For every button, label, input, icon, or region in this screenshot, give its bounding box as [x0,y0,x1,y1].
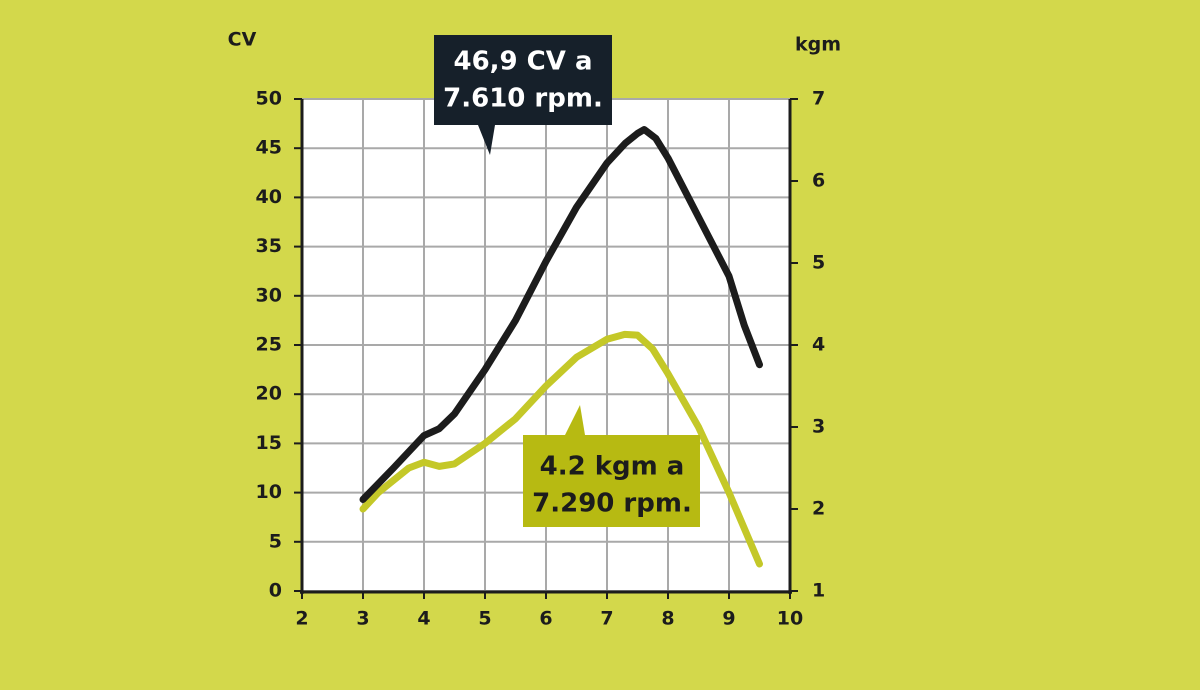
y2-tick-label: 4 [812,334,825,356]
x-tick-label: 3 [356,608,369,630]
x-tick-label: 4 [417,608,430,630]
y-tick-label: 20 [256,383,282,405]
y2-axis-label: kgm [795,34,841,56]
annotation-text: 7.610 rpm. [443,84,603,114]
annotation: 4.2 kgm a 7.290 rpm. [523,405,700,527]
x-tick-label: 5 [478,608,491,630]
y-tick-label: 0 [269,580,282,602]
x-tick-label: 10 [777,608,803,630]
x-tick-label: 7 [600,608,613,630]
annotation-text: 7.290 rpm. [532,489,692,519]
y-tick-label: 40 [256,186,282,208]
y-tick-label: 50 [256,88,282,110]
y2-tick-label: 5 [812,252,825,274]
y-tick-label: 45 [256,137,282,159]
x-tick-label: 9 [722,608,735,630]
y2-tick-label: 1 [812,580,825,602]
y-tick-label: 25 [256,334,282,356]
line-series [359,330,763,568]
annotation-text: 4.2 kgm a [540,452,685,482]
y2-tick-label: 2 [812,498,825,520]
y-tick-label: 30 [256,284,282,306]
annotation-text: 46,9 CV a [453,47,592,77]
x-tick-label: 2 [295,608,308,630]
annotation: 46,9 CV a 7.610 rpm. [434,35,612,155]
x-tick-label: 6 [539,608,552,630]
y2-tick-label: 7 [812,88,825,110]
annotation-box [523,405,700,527]
y-tick-label: 5 [269,530,282,552]
y2-tick-label: 6 [812,170,825,192]
x-tick-label: 8 [661,608,674,630]
y-tick-label: 35 [256,235,282,257]
y-tick-label: 15 [256,432,282,454]
annotation-box [434,35,612,155]
line-series [359,126,763,503]
y-tick-label: 10 [256,481,282,503]
y-axis-label: CV [228,29,257,51]
y2-tick-label: 3 [812,416,825,438]
